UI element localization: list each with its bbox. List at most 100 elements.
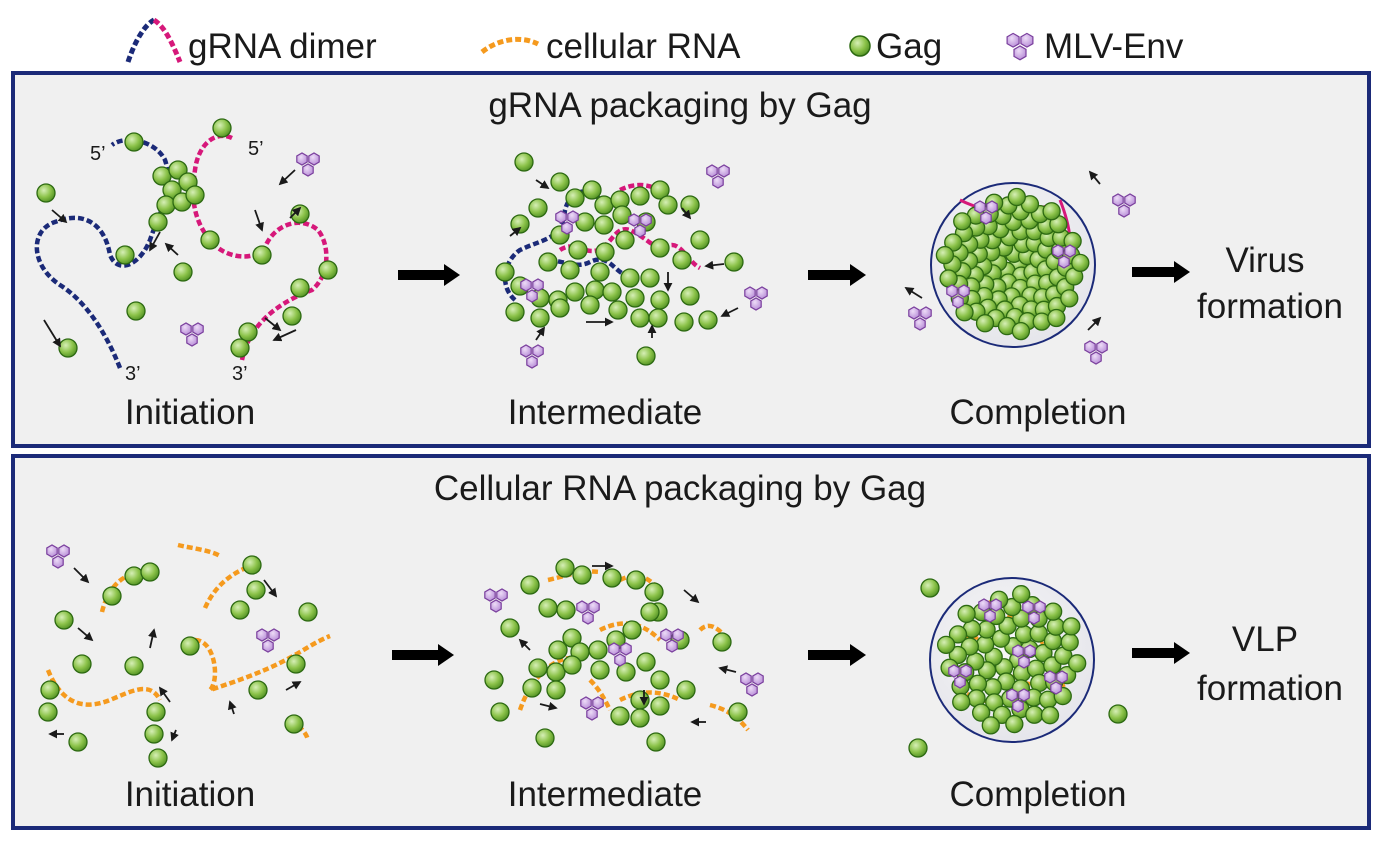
gag-particle-icon (630, 690, 650, 710)
grna-strand-blue (34, 137, 171, 369)
gag-particle-icon (615, 230, 635, 250)
bottom-intermediate-scene (484, 558, 764, 752)
movement-arrow (535, 326, 545, 341)
gag-particle-icon (246, 580, 266, 600)
top-initiation-env-cluster (180, 152, 320, 347)
gag-particle-icon (54, 610, 74, 630)
gag-particle-icon (936, 635, 956, 654)
gag-particle-icon (556, 600, 576, 620)
gag-particle-icon (590, 660, 610, 680)
gag-particle-icon (565, 282, 585, 302)
gag-particle-icon (538, 252, 558, 272)
gag-particle-icon (981, 716, 1000, 735)
mlv-env-icon (608, 642, 632, 667)
gag-particle-icon (1025, 705, 1044, 724)
mlv-env-icon (296, 152, 320, 177)
gag-particle-icon (1060, 289, 1079, 308)
gag-particle-icon (672, 250, 692, 270)
movement-arrow (164, 242, 179, 256)
top-initiation-gag-cluster (36, 118, 338, 358)
gag-particle-icon (602, 282, 622, 302)
gag-particle-icon (230, 338, 250, 358)
mlv-env-icon (740, 672, 764, 697)
top-outcome-line2: formation (1197, 287, 1343, 326)
gag-particle-icon (212, 118, 232, 138)
bottom-initiation-scene (38, 542, 331, 768)
mlv-env-icon (974, 200, 998, 225)
mlv-env-icon (1022, 600, 1046, 625)
gag-particle-icon (698, 310, 718, 330)
top-initiation-arrows (43, 169, 302, 348)
gag-particle-icon (724, 252, 744, 272)
bottom-completion-scene (908, 577, 1128, 758)
gag-particle-icon (238, 322, 258, 342)
top-intermediate-scene (495, 152, 768, 369)
gag-particle-icon (1005, 714, 1024, 734)
gag-particle-icon (650, 670, 670, 690)
mlv-env-icon (660, 628, 684, 653)
movement-arrow (170, 729, 179, 742)
gag-particle-icon (1068, 654, 1087, 673)
top-outcome-line1: Virus (1225, 241, 1304, 280)
gag-particle-icon (546, 680, 566, 700)
gag-particle-icon (560, 260, 580, 280)
panel-bottom-title: Cellular RNA packaging by Gag (434, 469, 926, 508)
gag-particle-icon (948, 625, 968, 644)
gag-particle-icon (948, 645, 968, 665)
top-stage-intermediate: Intermediate (508, 393, 703, 432)
gag-particle-icon (939, 269, 958, 288)
gag-particle-icon (40, 680, 60, 700)
gag-particle-icon (1047, 308, 1066, 328)
legend-gag-label: Gag (876, 27, 942, 66)
mlv-env-icon (1052, 244, 1076, 269)
gag-particle-icon (146, 702, 166, 722)
gag-particle-icon (1044, 602, 1063, 621)
movement-arrow (539, 701, 558, 711)
movement-arrow (278, 169, 296, 186)
mlv-env-legend-icon (1006, 32, 1034, 61)
gag-legend-icon (849, 35, 871, 57)
gag-particle-icon (242, 555, 262, 575)
movement-arrow (148, 628, 157, 649)
mlv-env-icon (484, 588, 508, 613)
gag-particle-icon (590, 262, 610, 282)
bottom-initiation-gag-cluster (38, 555, 318, 768)
mlv-env-icon (256, 628, 280, 653)
movement-arrow (683, 589, 700, 604)
gag-particle-icon (200, 230, 220, 250)
gag-particle-icon (538, 598, 558, 618)
gag-particle-icon (230, 600, 250, 620)
gag-particle-icon (565, 188, 585, 208)
mlv-env-icon (946, 284, 970, 309)
mlv-env-icon (628, 213, 652, 238)
top-intermediate-env-cluster (520, 164, 768, 369)
mlv-env-icon (1006, 688, 1030, 713)
gag-particle-icon (68, 732, 88, 752)
mlv-env-icon (1084, 340, 1108, 365)
gag-particle-icon (102, 586, 122, 606)
gag-particle-icon (680, 286, 700, 306)
gag-particle-icon (610, 706, 630, 726)
movement-arrow (289, 206, 302, 219)
panel-cellular-rna-packaging: Cellular RNA packaging by Gag Initiation… (11, 454, 1371, 830)
top-flow-arrowhead-3 (1174, 261, 1190, 283)
gag-particle-icon (562, 655, 582, 675)
gag-particle-icon (144, 724, 164, 744)
bottom-stage-completion: Completion (949, 775, 1126, 814)
gag-particle-icon (505, 302, 525, 322)
mlv-env-icon (1012, 644, 1036, 669)
gag-particle-icon (156, 195, 176, 215)
gag-particle-icon (935, 246, 955, 265)
gag-particle-icon (115, 245, 135, 265)
gag-particle-icon (575, 212, 595, 232)
mlv-env-icon (520, 344, 544, 369)
gag-particle-icon (650, 696, 670, 716)
top-end-label-5-right: 5’ (248, 138, 264, 160)
gag-particle-icon (952, 692, 971, 712)
gag-particle-icon (1011, 321, 1031, 341)
gag-particle-icon (728, 702, 748, 722)
gag-particle-icon (676, 680, 696, 700)
movement-arrow (228, 700, 237, 715)
bottom-outcome-line1: VLP (1232, 620, 1298, 659)
gag-particle-icon (971, 703, 991, 722)
